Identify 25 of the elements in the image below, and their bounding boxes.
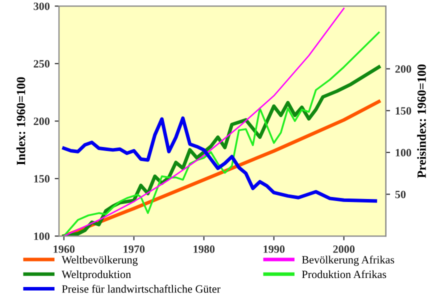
legend-label: Preise für landwirtschaftliche Güter: [62, 284, 220, 293]
x-tick-label: 1980: [194, 245, 215, 253]
y2-tick-label: 200: [395, 65, 412, 73]
y2-tick-label: 150: [396, 107, 412, 115]
y2-tick-label: 50: [395, 190, 406, 198]
y2-axis-title: Preisindex: 1960=100: [417, 64, 426, 178]
x-tick-label: 1970: [124, 245, 145, 253]
y-tick-label: 100: [34, 232, 50, 240]
x-tick-label: 2000: [333, 245, 355, 253]
legend-label: Produktion Afrikas: [302, 270, 386, 278]
y-tick-label: 300: [34, 2, 50, 10]
y-tick-label: 250: [34, 60, 50, 68]
y-tick-label: 200: [34, 118, 50, 126]
legend-label: Weltproduktion: [62, 270, 131, 280]
y-tick-label: 150: [34, 175, 50, 183]
x-tick-label: 1960: [54, 245, 75, 253]
line-series: [62, 65, 381, 236]
line-series: [62, 116, 378, 203]
line-series: [62, 32, 380, 236]
y2-tick-label: 100: [396, 148, 412, 156]
x-tick-label: 1990: [264, 245, 285, 253]
line-series: [63, 8, 345, 236]
legend-label: Weltbevölkerung: [62, 256, 138, 266]
legend-label: Bevölkerung Afrikas: [302, 256, 394, 266]
y-axis-title: Index: 1960=100: [16, 77, 26, 166]
